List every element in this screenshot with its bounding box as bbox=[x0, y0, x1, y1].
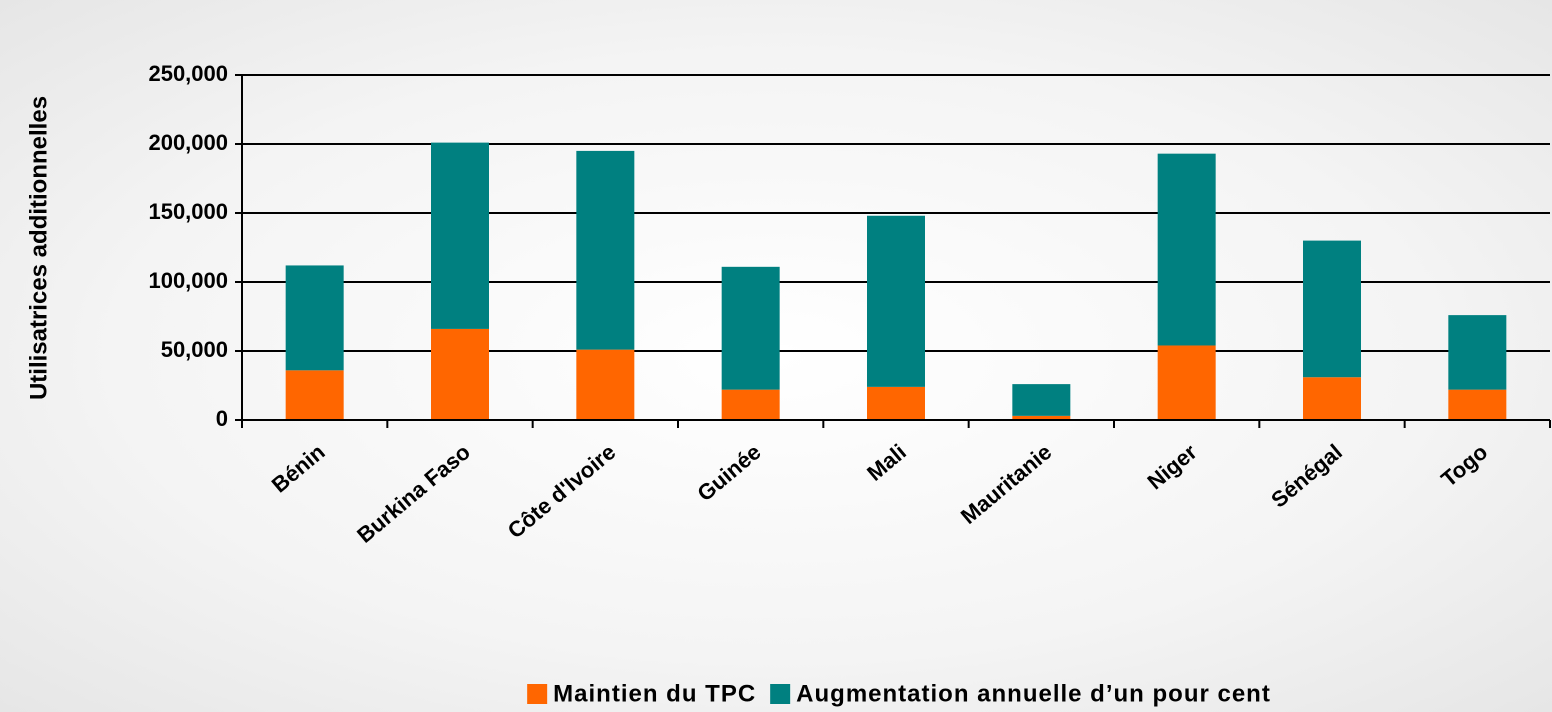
y-tick-label: 150,000 bbox=[148, 199, 228, 224]
y-tick-label: 100,000 bbox=[148, 268, 228, 293]
y-axis-title: Utilisatrices additionnelles bbox=[25, 96, 52, 400]
bar-segment bbox=[867, 386, 925, 420]
bar-segment bbox=[1448, 315, 1507, 390]
x-tick-label: Guinée bbox=[692, 439, 765, 506]
bar-segment bbox=[431, 142, 489, 329]
bar-segment bbox=[576, 349, 635, 420]
x-tick-label: Sénégal bbox=[1266, 439, 1347, 512]
bar-segment bbox=[1157, 345, 1216, 420]
bar-segment bbox=[721, 266, 780, 390]
y-tick-label: 250,000 bbox=[148, 61, 228, 86]
x-tick-label: Togo bbox=[1436, 439, 1492, 492]
x-tick-label: Mali bbox=[862, 439, 911, 486]
legend-swatch bbox=[527, 684, 548, 704]
bar-segment bbox=[1012, 415, 1071, 420]
bar-segment bbox=[1303, 377, 1361, 420]
bar-segment bbox=[1303, 240, 1361, 378]
bar-segment bbox=[721, 389, 780, 420]
y-tick-label: 0 bbox=[216, 406, 228, 431]
x-tick-label: Mauritanie bbox=[956, 439, 1056, 529]
legend-label: Augmentation annuelle d’un pour cent bbox=[796, 680, 1271, 707]
y-tick-label: 50,000 bbox=[161, 337, 228, 362]
x-tick-label: Burkina Faso bbox=[352, 439, 475, 548]
bar-segment bbox=[285, 265, 344, 371]
x-tick-label: Bénin bbox=[267, 439, 330, 497]
bar-segment bbox=[1157, 153, 1216, 346]
legend-label: Maintien du TPC bbox=[553, 680, 756, 707]
legend-swatch bbox=[770, 684, 791, 704]
bar-segment bbox=[576, 150, 635, 350]
y-tick-label: 200,000 bbox=[148, 130, 228, 155]
bar-segment bbox=[867, 215, 925, 387]
bar-segment bbox=[285, 370, 344, 420]
bar-segment bbox=[1012, 384, 1071, 416]
bar-segment bbox=[1448, 389, 1507, 420]
bar-segment bbox=[431, 328, 489, 420]
x-tick-label: Côte d'Ivoire bbox=[503, 439, 620, 543]
legend: Maintien du TPC Augmentation annuelle d’u… bbox=[527, 680, 1271, 707]
x-tick-label: Niger bbox=[1142, 439, 1201, 495]
